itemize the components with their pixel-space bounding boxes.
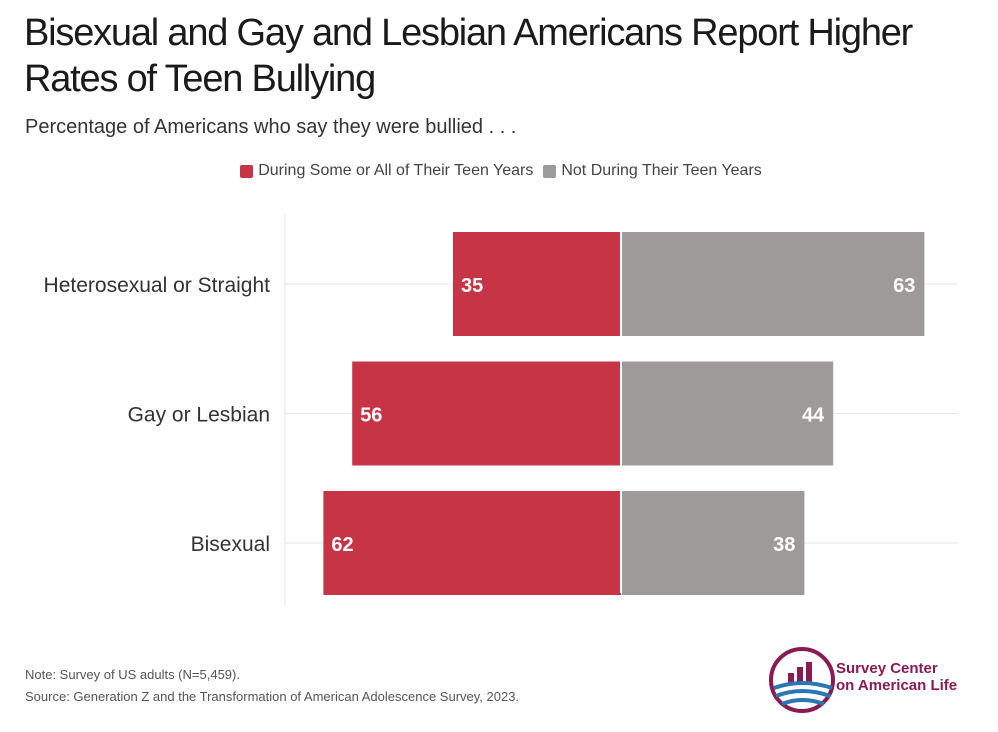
chart-title: Bisexual and Gay and Lesbian Americans R… [24, 12, 913, 100]
category-label: Heterosexual or Straight [44, 274, 271, 297]
legend-item-not-during: Not During Their Teen Years [543, 162, 762, 180]
data-label-during: 35 [461, 275, 483, 297]
legend-label-not-during: Not During Their Teen Years [561, 162, 762, 179]
data-label-during: 56 [360, 405, 382, 427]
note-text: Note: Survey of US adults (N=5,459). [25, 667, 240, 682]
bar-not-during [622, 491, 805, 595]
chart-subtitle: Percentage of Americans who say they wer… [25, 116, 517, 138]
bar-during [453, 232, 621, 336]
logo-line-1: Survey Center [836, 660, 938, 677]
data-label-not-during: 44 [802, 405, 825, 427]
logo-text: Survey Center on American Life [836, 660, 957, 694]
survey-center-logo: Survey Center on American Life [766, 640, 966, 720]
legend-item-during: During Some or All of Their Teen Years [240, 162, 533, 180]
bar-during [352, 361, 621, 466]
data-label-not-during: 38 [773, 534, 795, 556]
data-label-during: 62 [331, 534, 353, 556]
legend-label-during: During Some or All of Their Teen Years [258, 162, 534, 179]
legend-swatch-during [240, 164, 254, 178]
data-label-not-during: 63 [893, 275, 915, 297]
legend-swatch-not-during [543, 164, 557, 178]
logo-emblem-icon [769, 647, 835, 713]
category-label: Gay or Lesbian [128, 404, 270, 427]
legend: During Some or All of Their Teen Years N… [0, 162, 998, 180]
source-text: Source: Generation Z and the Transformat… [25, 689, 520, 704]
bar-during [323, 491, 621, 595]
bar-not-during [622, 232, 925, 336]
category-label: Bisexual [191, 533, 270, 556]
logo-line-2: on American Life [836, 677, 958, 694]
footnote: Note: Survey of US adults (N=5,459). Sou… [25, 664, 519, 708]
bar-not-during [622, 361, 834, 466]
